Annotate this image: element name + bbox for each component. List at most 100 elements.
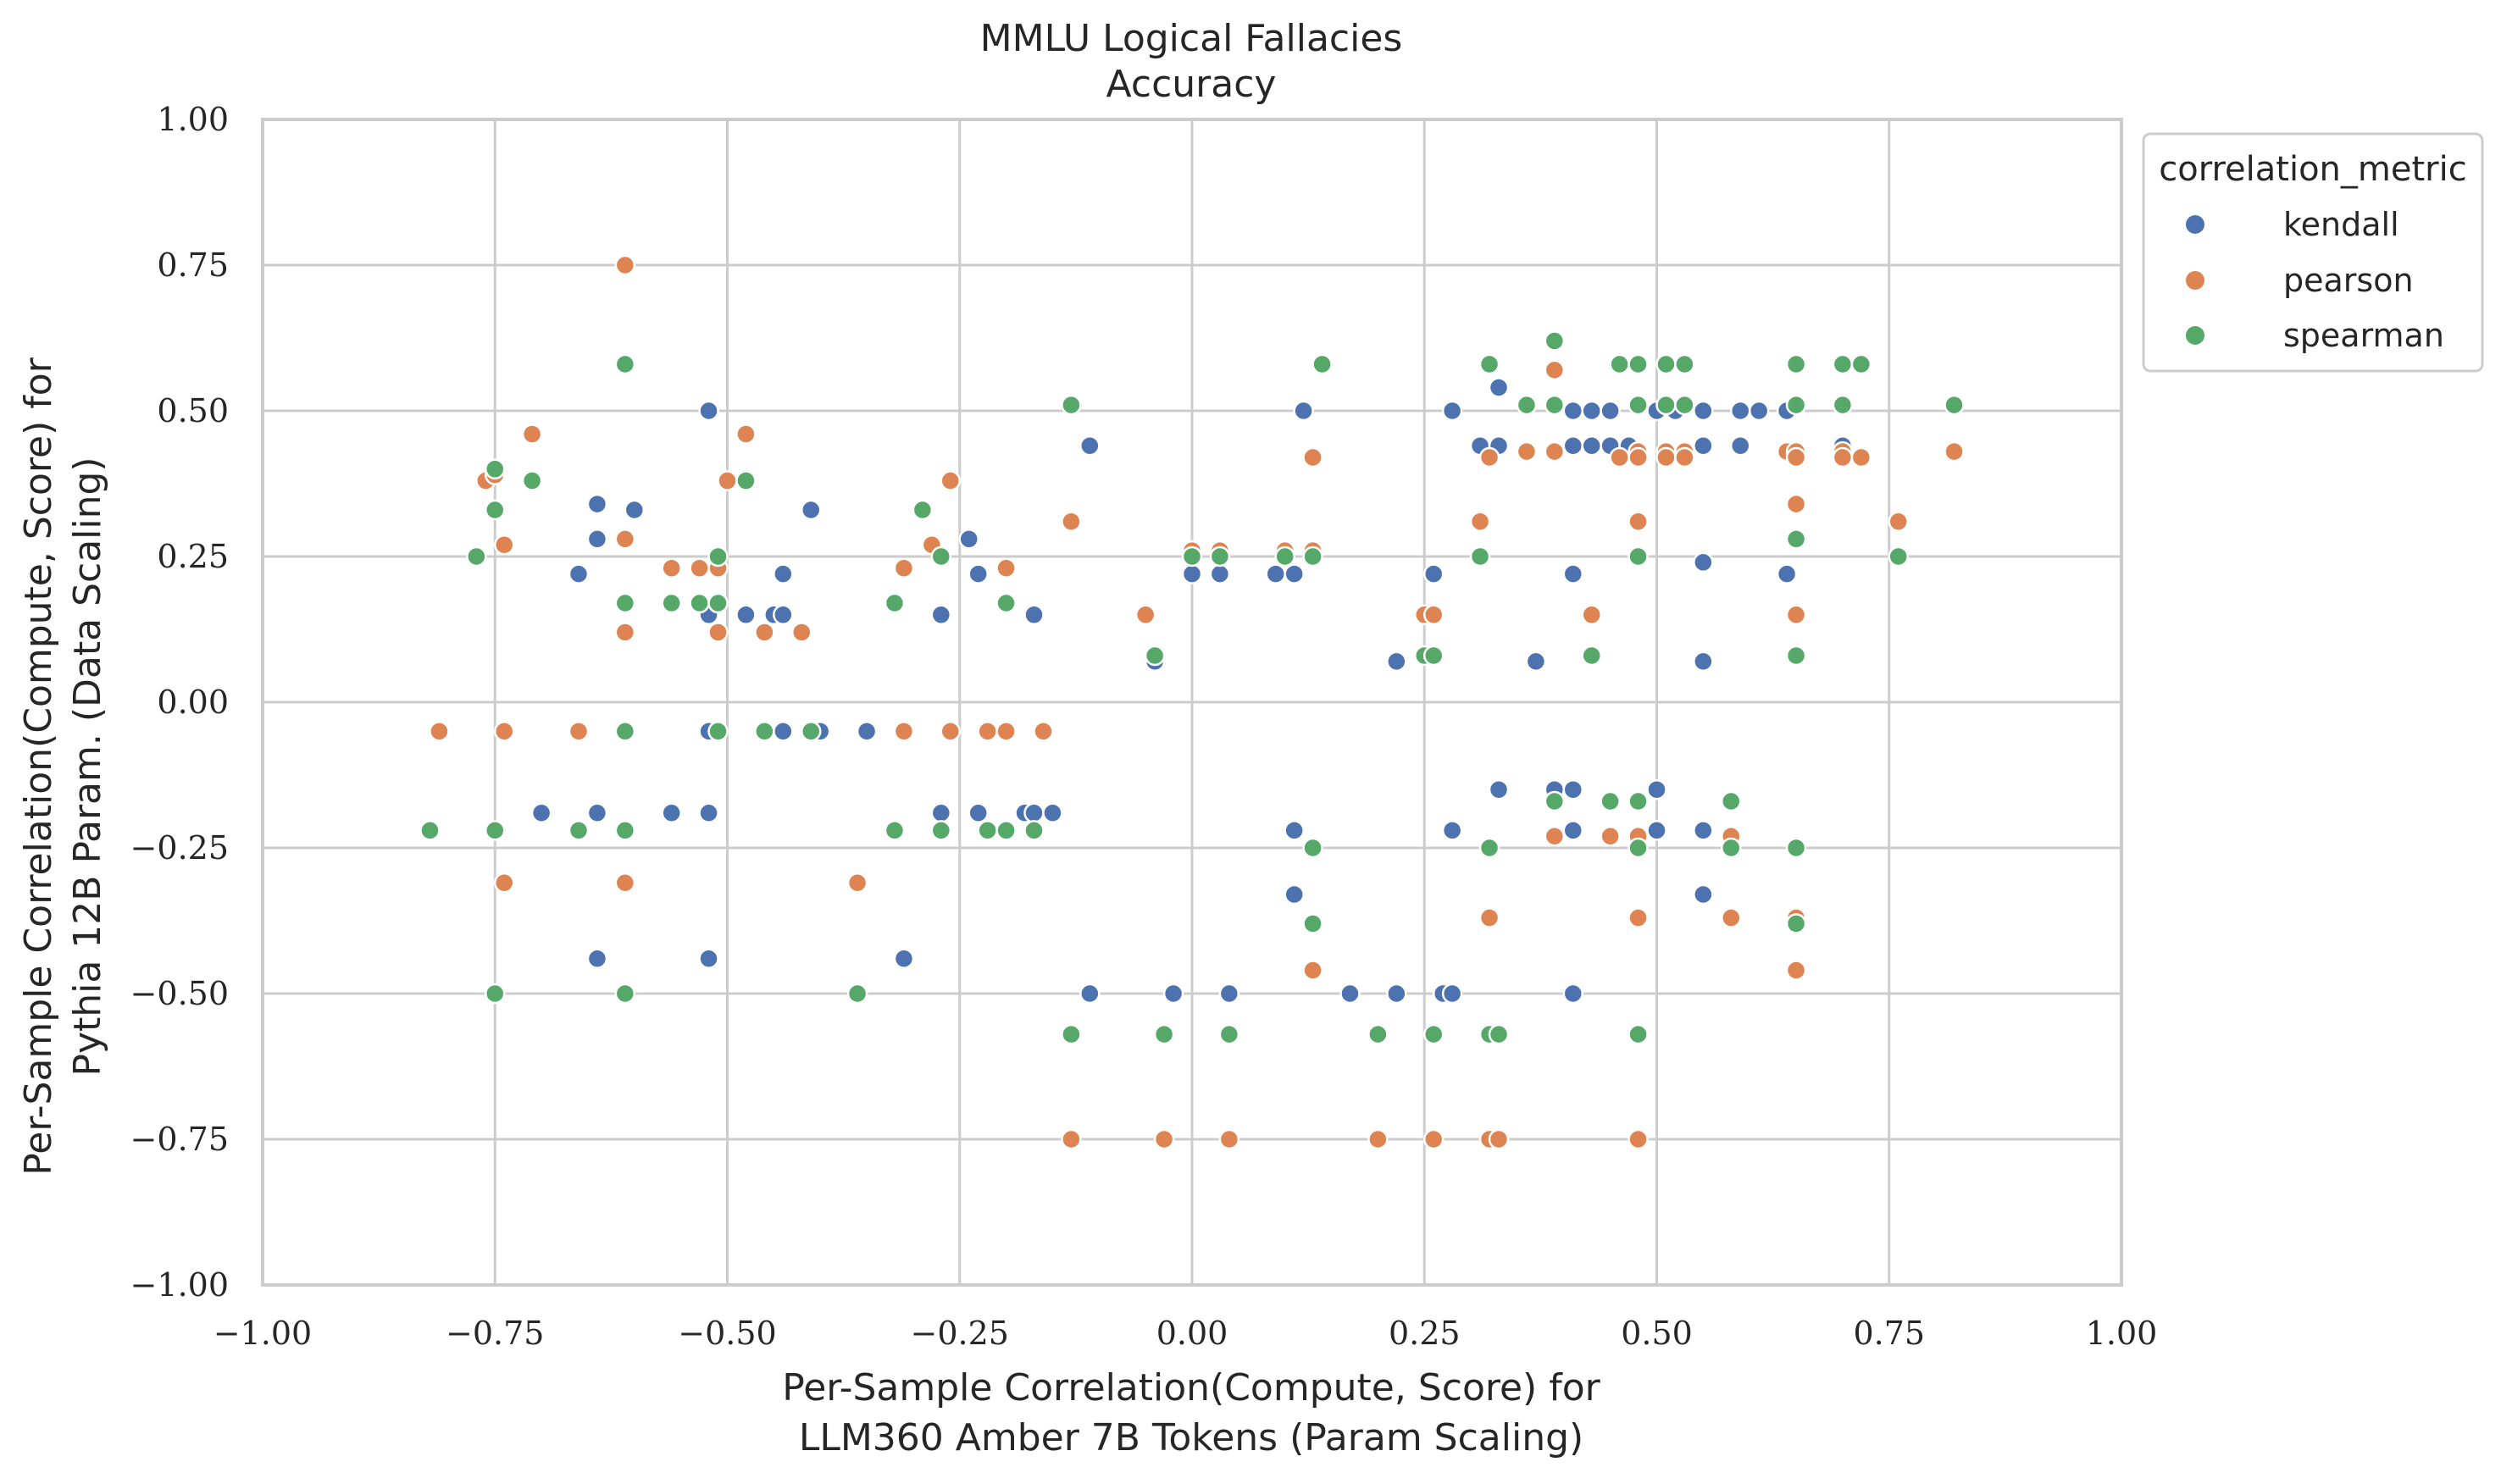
data-point-spearman <box>995 820 1017 841</box>
data-point-pearson <box>1581 604 1602 626</box>
data-point-pearson <box>1033 721 1054 742</box>
legend-label-pearson: pearson <box>2283 262 2414 299</box>
data-point-pearson <box>689 557 710 579</box>
data-point-spearman <box>614 721 636 742</box>
data-point-kendall <box>1581 435 1602 457</box>
data-point-kendall <box>1693 551 1714 573</box>
data-point-pearson <box>893 557 915 579</box>
data-point-spearman <box>1061 1023 1082 1045</box>
data-point-pearson <box>521 424 543 445</box>
data-point-kendall <box>1562 820 1584 841</box>
data-point-kendall <box>1488 778 1510 800</box>
data-point-spearman <box>884 592 906 614</box>
data-point-spearman <box>1218 1023 1240 1045</box>
data-point-pearson <box>1218 1128 1240 1150</box>
data-point-spearman <box>1302 545 1323 568</box>
data-point-spearman <box>977 820 998 841</box>
data-point-pearson <box>940 470 962 491</box>
data-point-spearman <box>419 820 441 841</box>
data-point-kendall <box>1284 820 1305 841</box>
data-point-spearman <box>1674 394 1695 416</box>
data-point-pearson <box>846 872 868 894</box>
data-point-pearson <box>1785 960 1807 981</box>
x-tick-label: 0.75 <box>1853 1315 1925 1352</box>
data-point-kendall <box>698 400 719 422</box>
data-point-pearson <box>1134 604 1156 626</box>
data-point-pearson <box>1544 825 1566 847</box>
data-point-spearman <box>1628 394 1649 416</box>
data-point-spearman <box>1785 913 1807 934</box>
x-tick-label: −1.00 <box>214 1315 312 1352</box>
data-point-pearson <box>1628 511 1649 532</box>
data-point-spearman <box>1721 837 1742 859</box>
data-point-pearson <box>1478 446 1500 468</box>
data-point-pearson <box>940 721 962 742</box>
data-point-kendall <box>1386 651 1407 673</box>
data-point-spearman <box>568 820 590 841</box>
data-point-pearson <box>1944 440 1965 462</box>
data-point-kendall <box>1441 983 1463 1005</box>
data-point-spearman <box>1785 837 1807 859</box>
x-axis-label-line-1: Per-Sample Correlation(Compute, Score) f… <box>782 1366 1600 1409</box>
data-point-spearman <box>1302 913 1323 934</box>
data-point-spearman <box>1655 394 1677 416</box>
data-point-spearman <box>1628 545 1649 568</box>
x-tick-label: 0.50 <box>1621 1315 1693 1352</box>
data-point-kendall <box>1776 563 1798 584</box>
x-tick-label: −0.25 <box>911 1315 1009 1352</box>
data-point-pearson <box>568 721 590 742</box>
data-point-kendall <box>1729 435 1751 457</box>
data-point-pearson <box>735 424 757 445</box>
data-point-kendall <box>1729 400 1751 422</box>
data-point-spearman <box>754 721 775 742</box>
data-point-spearman <box>1944 394 1965 416</box>
data-point-pearson <box>1061 1128 1082 1150</box>
data-point-kendall <box>1339 983 1361 1005</box>
data-point-kendall <box>735 604 757 626</box>
data-point-spearman <box>485 983 506 1005</box>
y-tick-label: −0.75 <box>130 1121 229 1158</box>
data-point-kendall <box>1422 563 1445 584</box>
data-point-kendall <box>1562 400 1584 422</box>
y-tick-label: 0.75 <box>157 246 229 284</box>
chart-subtitle: Accuracy <box>1106 63 1277 106</box>
data-point-kendall <box>1581 400 1602 422</box>
x-tick-label: −0.50 <box>678 1315 776 1352</box>
data-point-spearman <box>614 820 636 841</box>
data-point-pearson <box>614 872 636 894</box>
data-point-kendall <box>1284 563 1305 584</box>
y-tick-label: −0.25 <box>130 829 229 867</box>
data-point-spearman <box>846 983 868 1005</box>
legend-label-spearman: spearman <box>2283 317 2444 354</box>
data-point-pearson <box>493 721 515 742</box>
data-point-spearman <box>930 820 952 841</box>
data-point-spearman <box>1153 1023 1175 1045</box>
data-point-pearson <box>1600 825 1621 847</box>
data-point-spearman <box>1544 394 1566 416</box>
data-point-kendall <box>1646 820 1667 841</box>
data-point-kendall <box>1209 563 1231 584</box>
data-point-pearson <box>1785 446 1807 468</box>
data-point-pearson <box>614 622 636 643</box>
data-point-kendall <box>1693 400 1714 422</box>
data-point-kendall <box>661 802 682 823</box>
data-point-pearson <box>754 622 775 643</box>
data-point-pearson <box>1367 1128 1389 1150</box>
data-point-spearman <box>1609 353 1630 375</box>
data-point-spearman <box>661 592 682 614</box>
data-point-kendall <box>1525 651 1547 673</box>
data-point-kendall <box>698 802 719 823</box>
data-point-spearman <box>1785 353 1807 375</box>
data-point-kendall <box>1218 983 1240 1005</box>
data-point-spearman <box>912 499 934 521</box>
data-point-spearman <box>466 545 487 568</box>
data-point-kendall <box>1748 400 1770 422</box>
data-point-spearman <box>1422 1023 1445 1045</box>
data-point-spearman <box>1785 529 1807 550</box>
tick-labels: −1.00 −0.75 −0.50 −0.25 0.00 0.25 0.50 0.75 1.00… <box>130 101 2158 1352</box>
data-point-spearman <box>614 983 636 1005</box>
x-tick-label: 1.00 <box>2086 1315 2158 1352</box>
data-point-spearman <box>1544 330 1566 352</box>
